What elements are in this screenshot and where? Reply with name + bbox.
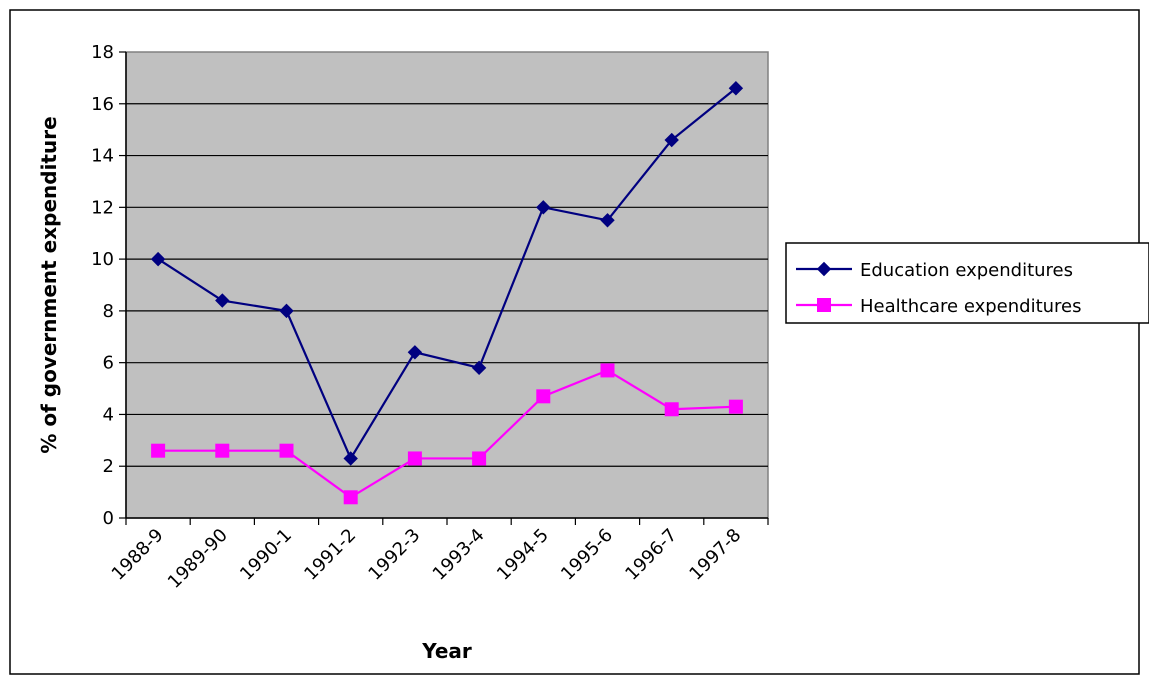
legend-label: Healthcare expenditures (860, 296, 1082, 317)
y-axis-title: % of government expenditure (37, 116, 61, 453)
data-point (537, 390, 550, 403)
data-point (216, 444, 229, 457)
data-point (152, 444, 165, 457)
y-tick-label: 2 (103, 456, 114, 477)
legend-marker (818, 299, 831, 312)
y-tick-label: 16 (91, 94, 114, 115)
data-point (473, 452, 486, 465)
y-tick-label: 4 (103, 404, 114, 425)
data-point (665, 403, 678, 416)
y-tick-label: 0 (103, 508, 114, 529)
y-tick-label: 6 (103, 353, 114, 374)
y-tick-label: 12 (91, 197, 114, 218)
data-point (601, 364, 614, 377)
data-point (344, 491, 357, 504)
data-point (280, 444, 293, 457)
y-tick-label: 14 (91, 146, 114, 167)
x-axis-title: Year (421, 639, 472, 663)
legend: Education expenditures Healthcare expendi… (786, 243, 1149, 323)
y-tick-label: 18 (91, 42, 114, 63)
legend-label: Education expenditures (860, 260, 1073, 281)
data-point (408, 452, 421, 465)
data-point (729, 400, 742, 413)
y-tick-label: 8 (103, 301, 114, 322)
y-tick-label: 10 (91, 249, 114, 270)
